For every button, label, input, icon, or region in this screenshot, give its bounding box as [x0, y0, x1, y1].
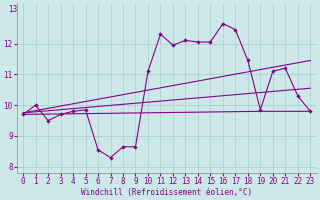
Text: 13: 13 [8, 5, 17, 14]
X-axis label: Windchill (Refroidissement éolien,°C): Windchill (Refroidissement éolien,°C) [81, 188, 252, 197]
